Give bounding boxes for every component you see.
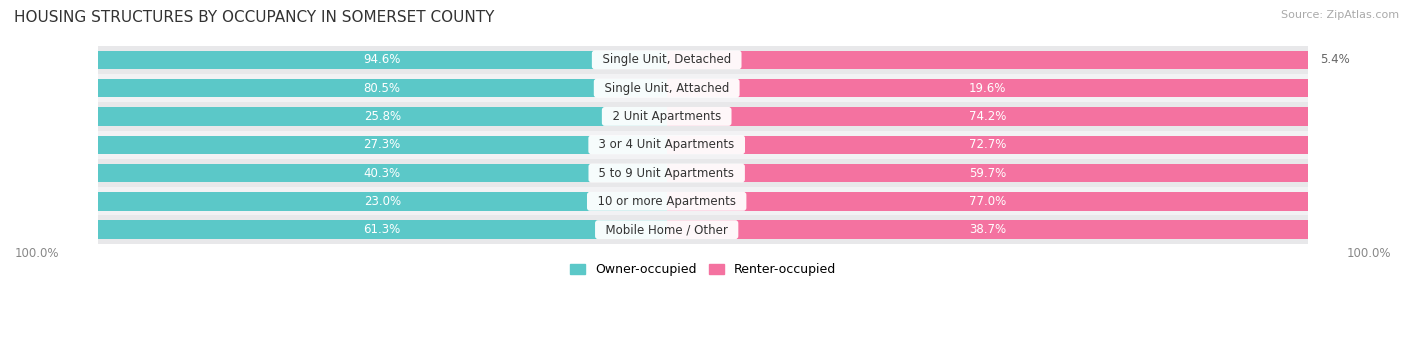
Text: 27.3%: 27.3% xyxy=(364,138,401,151)
Text: 72.7%: 72.7% xyxy=(969,138,1007,151)
Text: 5 to 9 Unit Apartments: 5 to 9 Unit Apartments xyxy=(592,166,742,180)
Text: Single Unit, Detached: Single Unit, Detached xyxy=(595,53,738,66)
Text: 25.8%: 25.8% xyxy=(364,110,401,123)
Text: 77.0%: 77.0% xyxy=(969,195,1007,208)
Text: 2 Unit Apartments: 2 Unit Apartments xyxy=(605,110,728,123)
Bar xyxy=(98,135,666,154)
Bar xyxy=(98,107,666,125)
Bar xyxy=(98,187,1308,216)
Text: 19.6%: 19.6% xyxy=(969,81,1007,95)
Text: Mobile Home / Other: Mobile Home / Other xyxy=(598,223,735,236)
Text: Single Unit, Attached: Single Unit, Attached xyxy=(596,81,737,95)
Text: HOUSING STRUCTURES BY OCCUPANCY IN SOMERSET COUNTY: HOUSING STRUCTURES BY OCCUPANCY IN SOMER… xyxy=(14,10,495,25)
Bar xyxy=(666,164,1308,182)
Text: Source: ZipAtlas.com: Source: ZipAtlas.com xyxy=(1281,10,1399,20)
Text: 74.2%: 74.2% xyxy=(969,110,1007,123)
Text: 80.5%: 80.5% xyxy=(364,81,401,95)
Text: 59.7%: 59.7% xyxy=(969,166,1007,180)
Text: 38.7%: 38.7% xyxy=(969,223,1007,236)
Bar xyxy=(666,79,1308,97)
Bar xyxy=(666,192,1308,210)
Bar xyxy=(98,51,666,69)
Bar xyxy=(98,74,1308,102)
Bar xyxy=(98,216,1308,244)
Text: 94.6%: 94.6% xyxy=(364,53,401,66)
Bar xyxy=(666,135,1308,154)
Text: 5.4%: 5.4% xyxy=(1320,53,1350,66)
Bar xyxy=(98,102,1308,131)
Text: 3 or 4 Unit Apartments: 3 or 4 Unit Apartments xyxy=(592,138,742,151)
Bar xyxy=(98,164,666,182)
Bar xyxy=(98,192,666,210)
Bar xyxy=(666,107,1308,125)
Legend: Owner-occupied, Renter-occupied: Owner-occupied, Renter-occupied xyxy=(565,258,841,281)
Bar xyxy=(98,79,666,97)
Bar xyxy=(666,220,1308,239)
Bar xyxy=(98,220,666,239)
Text: 61.3%: 61.3% xyxy=(364,223,401,236)
Bar xyxy=(98,46,1308,74)
Text: 10 or more Apartments: 10 or more Apartments xyxy=(591,195,744,208)
Text: 40.3%: 40.3% xyxy=(364,166,401,180)
Bar xyxy=(98,159,1308,187)
Text: 23.0%: 23.0% xyxy=(364,195,401,208)
Bar xyxy=(98,131,1308,159)
Bar xyxy=(666,51,1308,69)
